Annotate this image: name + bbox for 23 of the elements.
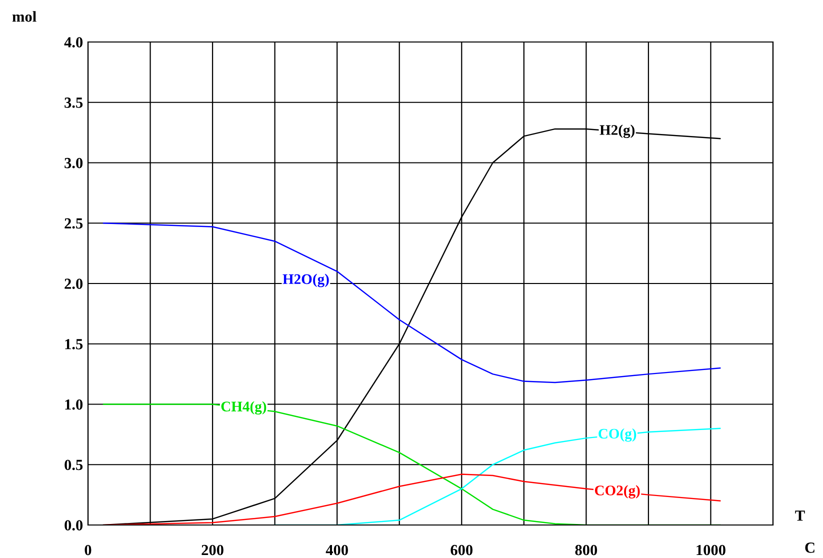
series-label: H2(g) — [600, 124, 634, 138]
series-label: CH4(g) — [221, 401, 266, 415]
y-axis-title: mol — [12, 11, 36, 22]
x-tick-label: 400 — [326, 544, 348, 556]
x-tick-label: 1000 — [696, 544, 726, 556]
y-tick-label: 0.5 — [64, 460, 83, 470]
y-tick-label: 2.0 — [64, 278, 83, 290]
y-tick-label: 1.5 — [65, 339, 83, 350]
y-tick-label: 2.5 — [64, 218, 83, 229]
y-tick-label: 3.5 — [64, 98, 83, 108]
x-tick-label: 0 — [84, 544, 92, 556]
text: C — [805, 542, 814, 553]
y-tick-label: 1.0 — [65, 399, 83, 410]
y-tick-label: 3.0 — [64, 158, 83, 168]
y-tick-label: 4.0 — [64, 37, 83, 48]
series-label: CO(g) — [598, 428, 636, 442]
x-tick-label: 200 — [202, 544, 224, 556]
x-axis-title: T — [795, 510, 805, 521]
x-tick-label: 600 — [450, 544, 473, 556]
x-tick-label: 800 — [575, 544, 598, 556]
series-label: H2O(g) — [282, 274, 329, 288]
series-label: CO2(g) — [594, 485, 640, 498]
y-tick-label: 0.0 — [64, 520, 83, 531]
